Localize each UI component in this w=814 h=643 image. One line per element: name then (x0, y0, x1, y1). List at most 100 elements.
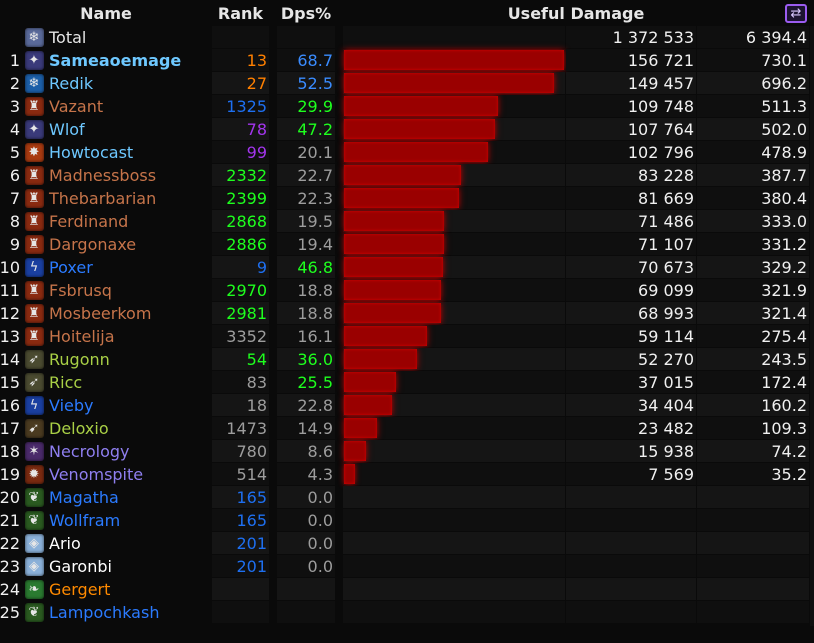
table-row[interactable]: 6 ♜ Madnessboss 2332 22.7 83 228 387.7 (0, 164, 814, 187)
table-row[interactable]: 8 ♜ Ferdinand 2868 19.5 71 486 333.0 (0, 210, 814, 233)
rank-value: 780 (212, 440, 269, 462)
table-row[interactable]: 9 ♜ Dargonaxe 2886 19.4 71 107 331.2 (0, 233, 814, 256)
dps-value: 478.9 (697, 141, 809, 163)
table-row[interactable]: 19 ✹ Venomspite 514 4.3 7 569 35.2 (0, 463, 814, 486)
warlock-icon: ✶ (23, 440, 45, 462)
player-name[interactable]: Deloxio (49, 418, 109, 438)
table-row[interactable]: 4 ✦ Wlof 78 47.2 107 764 502.0 (0, 118, 814, 141)
dps-pct-value: 0.0 (277, 509, 335, 531)
player-name[interactable]: Mosbeerkom (49, 303, 152, 323)
table-row[interactable]: 20 ❦ Magatha 165 0.0 (0, 486, 814, 509)
damage-bar (344, 280, 441, 300)
shaman-lightning-icon: ϟ (23, 256, 45, 278)
player-name[interactable]: Garonbi (49, 556, 112, 576)
player-name[interactable]: Wollfram (49, 510, 121, 530)
dps-pct-value: 22.7 (277, 164, 335, 186)
damage-bar-cell (343, 302, 565, 324)
dps-value (697, 486, 809, 508)
damage-bar (344, 211, 444, 231)
column-header-useful-damage[interactable]: Useful Damage (507, 3, 645, 23)
table-row[interactable]: 3 ♜ Vazant 1325 29.9 109 748 511.3 (0, 95, 814, 118)
player-name[interactable]: Vazant (49, 96, 104, 116)
dps-pct-value: 19.5 (277, 210, 335, 232)
damage-bar-cell (343, 279, 565, 301)
column-header-name[interactable]: Name (80, 3, 132, 23)
damage-value: 102 796 (566, 141, 696, 163)
damage-value: 109 748 (566, 95, 696, 117)
player-name[interactable]: Ricc (49, 372, 83, 392)
player-name[interactable]: Ferdinand (49, 211, 129, 231)
player-name[interactable]: Necrology (49, 441, 130, 461)
warrior-icon: ♜ (23, 279, 45, 301)
shaman-lightning-icon: ϟ (23, 394, 45, 416)
table-row[interactable]: 5 ✸ Howtocast 99 20.1 102 796 478.9 (0, 141, 814, 164)
scrollbar[interactable] (810, 26, 814, 626)
damage-bar-cell (343, 210, 565, 232)
player-name[interactable]: Venomspite (49, 464, 144, 484)
player-name[interactable]: Fsbrusq (49, 280, 112, 300)
column-header-rank[interactable]: Rank (217, 3, 264, 23)
table-row[interactable]: 18 ✶ Necrology 780 8.6 15 938 74.2 (0, 440, 814, 463)
dps-value: 380.4 (697, 187, 809, 209)
table-row[interactable]: 13 ♜ Hoitelija 3352 16.1 59 114 275.4 (0, 325, 814, 348)
rank-value: 54 (212, 348, 269, 370)
table-row[interactable]: 12 ♜ Mosbeerkom 2981 18.8 68 993 321.4 (0, 302, 814, 325)
player-name[interactable]: Madnessboss (49, 165, 157, 185)
player-name[interactable]: Redik (49, 73, 94, 93)
damage-bar (344, 418, 377, 438)
damage-bar-cell (343, 118, 565, 140)
dps-pct-value: 29.9 (277, 95, 335, 117)
warrior-icon: ♜ (23, 210, 45, 232)
damage-bar (344, 50, 564, 70)
table-row[interactable]: 2 ❄ Redik 27 52.5 149 457 696.2 (0, 72, 814, 95)
damage-bar (344, 372, 396, 392)
table-row[interactable]: 23 ◈ Garonbi 201 0.0 (0, 555, 814, 578)
player-name[interactable]: Poxer (49, 257, 93, 277)
table-row[interactable]: 7 ♜ Thebarbarian 2399 22.3 81 669 380.4 (0, 187, 814, 210)
table-row[interactable]: 1 ✦ Sameaoemage 13 68.7 156 721 730.1 (0, 49, 814, 72)
table-row[interactable]: 10 ϟ Poxer 9 46.8 70 673 329.2 (0, 256, 814, 279)
player-name[interactable]: Howtocast (49, 142, 134, 162)
player-name[interactable]: Magatha (49, 487, 119, 507)
priest-holy-icon: ◈ (23, 555, 45, 577)
player-name[interactable]: Lampochkash (49, 602, 160, 622)
player-name[interactable]: Gergert (49, 579, 111, 599)
player-name[interactable]: Wlof (49, 119, 85, 139)
table-row[interactable]: 22 ◈ Ario 201 0.0 (0, 532, 814, 555)
table-row[interactable]: 15 ➶ Ricc 83 25.5 37 015 172.4 (0, 371, 814, 394)
player-name[interactable]: Sameaoemage (49, 50, 182, 70)
player-name[interactable]: Dargonaxe (49, 234, 137, 254)
table-row[interactable]: 25 ❦ Lampochkash (0, 601, 814, 624)
swap-icon[interactable]: ⇄ (785, 4, 807, 23)
table-row[interactable]: 21 ❦ Wollfram 165 0.0 (0, 509, 814, 532)
player-name[interactable]: Rugonn (49, 349, 110, 369)
player-name[interactable]: Vieby (49, 395, 94, 415)
damage-bar-cell (343, 601, 565, 623)
rank-value: 514 (212, 463, 269, 485)
table-row[interactable]: 17 ➹ Deloxio 1473 14.9 23 482 109.3 (0, 417, 814, 440)
mage-fire-icon: ✸ (23, 141, 45, 163)
damage-value (566, 486, 696, 508)
player-name[interactable]: Hoitelija (49, 326, 115, 346)
rank-value: 2332 (212, 164, 269, 186)
row-number: 6 (9, 165, 20, 185)
table-row[interactable]: 24 ❧ Gergert (0, 578, 814, 601)
table-row[interactable]: 16 ϟ Vieby 18 22.8 34 404 160.2 (0, 394, 814, 417)
table-row[interactable]: 14 ➶ Rugonn 54 36.0 52 270 243.5 (0, 348, 814, 371)
rank-value: 165 (212, 509, 269, 531)
player-name[interactable]: Ario (49, 533, 81, 553)
dps-value: 35.2 (697, 463, 809, 485)
dps-value: 109.3 (697, 417, 809, 439)
damage-bar-cell (343, 394, 565, 416)
damage-bar-cell (343, 233, 565, 255)
row-number: 18 (0, 441, 20, 461)
player-name[interactable]: Thebarbarian (49, 188, 157, 208)
row-number: 16 (0, 395, 20, 415)
damage-bar (344, 188, 459, 208)
dps-value: 511.3 (697, 95, 809, 117)
column-header-dps-pct[interactable]: Dps% (280, 3, 332, 23)
hunter-icon: ➹ (23, 417, 45, 439)
damage-bar-cell (343, 555, 565, 577)
row-number: 10 (0, 257, 20, 277)
table-row[interactable]: 11 ♜ Fsbrusq 2970 18.8 69 099 321.9 (0, 279, 814, 302)
